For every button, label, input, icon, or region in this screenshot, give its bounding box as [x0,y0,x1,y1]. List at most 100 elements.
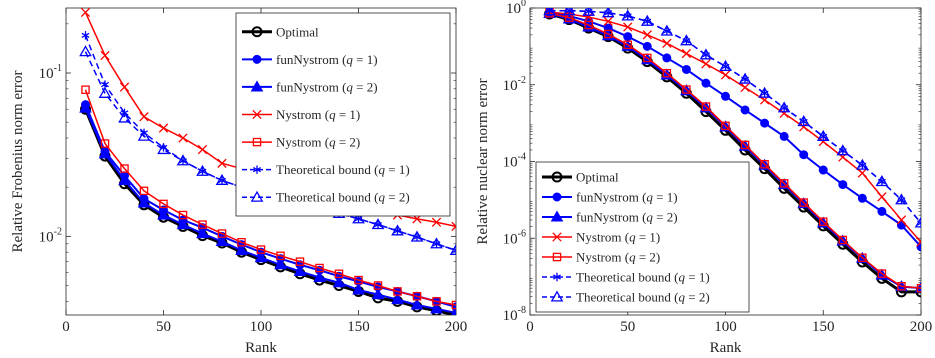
series-point [857,168,868,178]
series-point [391,293,404,305]
series-point [391,224,404,236]
series-point [760,118,770,128]
series-point [857,193,867,203]
series-point [158,123,169,133]
series-point [313,270,326,283]
series-point [601,8,615,18]
series-point [642,41,652,51]
x-tick-label: 100 [250,319,273,335]
legend-marker [550,210,564,222]
series-point [895,193,908,205]
series-point [293,264,307,276]
series-point [758,86,771,98]
legend-marker [551,171,563,183]
legend-label: funNystrom (q = 2) [576,210,678,225]
legend-marker [553,272,561,282]
legend-marker [252,109,262,120]
series-5 [545,8,921,293]
series-point [582,8,595,16]
legend-label: Nystrom (q = 2) [276,135,360,150]
series-point [740,82,750,93]
series-point [562,8,576,16]
series-point [178,210,188,220]
y-tick-label: 10-4 [503,152,526,171]
series-point [621,9,635,21]
x-tick-label: 0 [62,319,70,335]
series-point [217,229,227,238]
series-point [623,32,633,42]
series-point [643,53,652,63]
series-point [819,217,828,226]
y-tick-label: 10-1 [39,63,62,82]
series-point [430,302,443,314]
series-point [256,245,266,254]
series-point [118,173,131,185]
series-point [235,243,248,255]
series-point [896,215,907,225]
series-point [274,258,287,270]
series-point [838,235,848,245]
series-point [836,144,850,156]
series-point [410,230,424,242]
series-point [838,180,848,190]
x-tick-label: 150 [347,319,370,335]
series-point [332,276,346,288]
series-point [760,159,769,169]
series-point [640,14,654,26]
series-point [118,111,131,123]
y-axis-label: Relative nuclear norm error [475,78,491,244]
series-point [315,263,324,273]
legend-label: Nystrom (q = 1) [276,107,360,122]
series-point [858,253,867,263]
series-point [80,8,91,18]
legend-marker [552,192,562,202]
series-point [720,70,731,80]
series-point [877,206,887,216]
series-point [254,251,268,263]
legend-marker [552,232,562,242]
series-point [699,48,713,60]
series-point [157,208,170,220]
series-point [662,68,672,78]
series-point [217,158,227,168]
legend-label: Optimal [576,170,619,185]
series-point [856,158,869,170]
series-point [215,173,229,185]
series-point [451,221,456,232]
series-point [196,164,209,176]
series-point [779,179,789,188]
series-point [777,101,791,113]
y-tick-label: 10-2 [503,75,526,94]
legend-label: Theoretical bound (q = 2) [276,190,410,205]
series-point [543,8,556,16]
series-point [120,164,129,173]
series-point [681,48,692,59]
series-point [354,275,363,285]
series-point [701,78,711,88]
legend-label: funNystrom (q = 2) [276,79,378,94]
series-point [137,196,151,208]
x-tick-label: 50 [156,319,171,335]
chart-panel-2: 10-8 10-6 10-4 10-2 100 0 50 100 150 200 Rank Relat… [475,0,932,356]
y-tick-label: 10-6 [503,228,526,247]
series-point [178,133,188,143]
y-tick-label: 100 [506,0,526,17]
series-point [373,281,383,290]
legend-label: funNystrom (q = 1) [576,190,678,205]
series-point [623,40,633,50]
series-7 [543,8,921,228]
y-tick-label: 10-8 [503,305,526,324]
series-point [642,30,652,40]
series-point [410,298,424,310]
series-point [451,306,456,315]
series-point [623,22,633,32]
series-point [197,144,208,155]
legend-marker [250,190,264,202]
series-point [681,64,691,74]
series-point [352,283,365,295]
series-point [799,150,809,160]
legend: Optimal funNystrom (q = 1) funNystrom (q =… [235,12,451,217]
series-point [682,85,691,94]
series-point [583,12,594,22]
